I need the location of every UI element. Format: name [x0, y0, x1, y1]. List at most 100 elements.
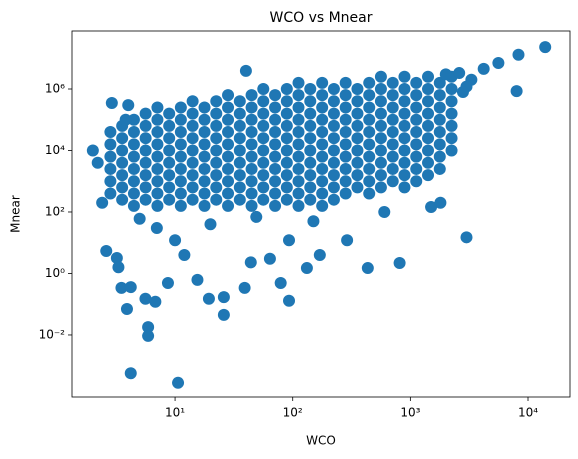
point: [210, 144, 223, 157]
point: [91, 156, 104, 169]
point: [398, 156, 411, 169]
point: [122, 99, 135, 112]
point: [410, 138, 423, 151]
point: [151, 113, 164, 126]
point: [115, 281, 128, 294]
point: [151, 101, 164, 114]
point: [351, 169, 364, 182]
point: [222, 162, 235, 175]
point: [422, 169, 435, 182]
point: [339, 150, 352, 163]
point: [217, 308, 230, 321]
point: [127, 199, 140, 212]
point: [398, 70, 411, 83]
point: [445, 83, 458, 96]
point: [217, 291, 230, 304]
point: [363, 187, 376, 200]
point: [339, 89, 352, 102]
point: [433, 113, 446, 126]
point: [104, 126, 117, 139]
point: [280, 181, 293, 194]
point: [257, 144, 270, 157]
point: [139, 181, 152, 194]
point: [127, 175, 140, 188]
point: [139, 193, 152, 206]
point: [292, 126, 305, 139]
point: [410, 126, 423, 139]
point: [110, 251, 123, 264]
point: [112, 261, 125, 274]
point: [386, 150, 399, 163]
point: [163, 119, 176, 132]
point: [174, 150, 187, 163]
point: [280, 132, 293, 145]
point: [186, 95, 199, 108]
y-tick-label: 10⁴: [45, 143, 65, 157]
x-tick-label: 10¹: [165, 406, 185, 420]
point: [316, 150, 329, 163]
point: [233, 107, 246, 120]
point: [327, 169, 340, 182]
point: [433, 126, 446, 139]
x-tick-label: 10²: [283, 406, 303, 420]
point: [386, 175, 399, 188]
x-axis-label: WCO: [306, 434, 336, 448]
point: [283, 294, 296, 307]
point: [222, 150, 235, 163]
point: [313, 248, 326, 261]
point: [222, 101, 235, 114]
point: [374, 132, 387, 145]
point: [178, 248, 191, 261]
point: [363, 101, 376, 114]
point: [257, 132, 270, 145]
point: [151, 187, 164, 200]
point: [316, 113, 329, 126]
point: [398, 107, 411, 120]
point: [222, 138, 235, 151]
point: [127, 138, 140, 151]
point: [163, 181, 176, 194]
point: [351, 181, 364, 194]
point: [139, 169, 152, 182]
point: [269, 199, 282, 212]
point: [280, 156, 293, 169]
point: [327, 83, 340, 96]
y-axis-label: Mnear: [9, 195, 23, 233]
point: [410, 175, 423, 188]
point: [222, 175, 235, 188]
point: [257, 169, 270, 182]
point: [327, 132, 340, 145]
chart-title: WCO vs Mnear: [269, 10, 372, 26]
point: [222, 187, 235, 200]
point: [386, 113, 399, 126]
point: [186, 119, 199, 132]
point: [116, 144, 129, 157]
point: [239, 64, 252, 77]
point: [422, 119, 435, 132]
point: [124, 281, 137, 294]
point: [210, 95, 223, 108]
point: [433, 89, 446, 102]
point: [410, 162, 423, 175]
point: [304, 107, 317, 120]
point: [104, 175, 117, 188]
point: [327, 193, 340, 206]
point: [116, 156, 129, 169]
point: [269, 162, 282, 175]
point: [316, 89, 329, 102]
point: [198, 162, 211, 175]
point: [327, 156, 340, 169]
point: [280, 83, 293, 96]
point: [304, 119, 317, 132]
point: [316, 138, 329, 151]
point: [238, 281, 251, 294]
point: [316, 175, 329, 188]
point: [361, 262, 374, 275]
point: [410, 101, 423, 114]
point: [363, 150, 376, 163]
point: [422, 70, 435, 83]
point: [139, 156, 152, 169]
point: [269, 101, 282, 114]
point: [222, 89, 235, 102]
